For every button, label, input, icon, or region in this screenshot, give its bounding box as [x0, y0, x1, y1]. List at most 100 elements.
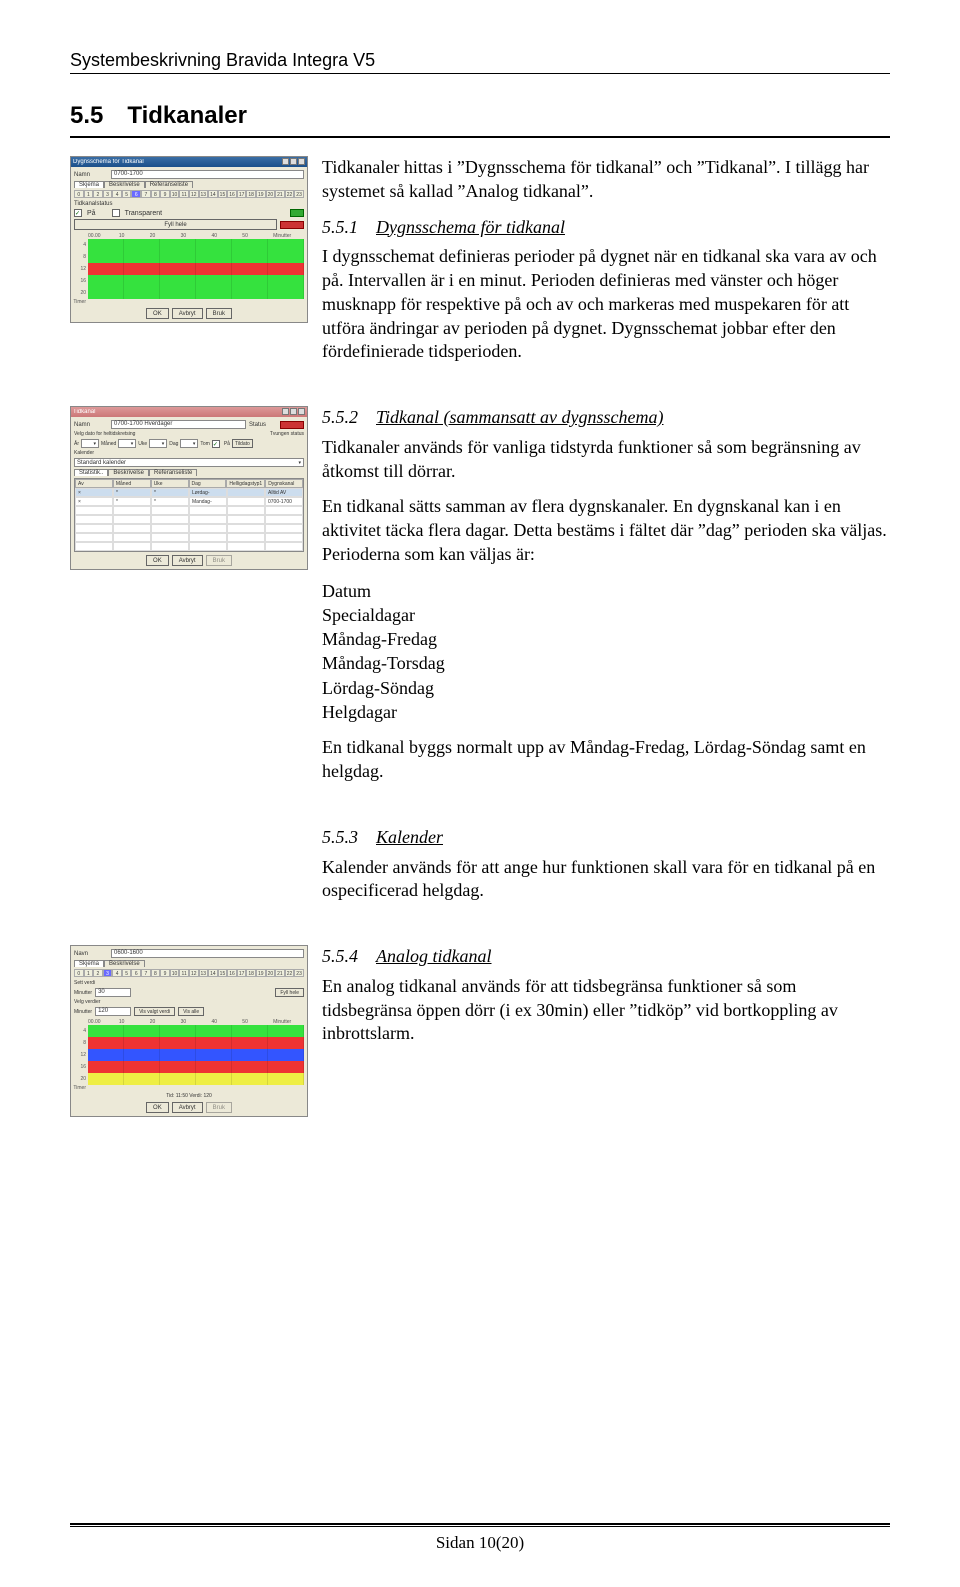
subheading-551-title: Dygnsschema för tidkanal	[376, 217, 565, 237]
uke-label: Uke	[138, 441, 147, 447]
hour-selector[interactable]: 01234567891011121314151617181920212223	[74, 190, 304, 198]
subheading-553-num: 5.5.3	[322, 827, 358, 847]
namn-label: Namn	[74, 422, 108, 428]
tidkanalstatus-label: Tidkanalstatus	[74, 201, 112, 207]
list-item: Måndag-Torsdag	[322, 651, 890, 675]
section-num: 5.5	[70, 102, 103, 129]
s552-p2: En tidkanal sätts samman av flera dygnsk…	[322, 495, 890, 566]
s552-list: DatumSpecialdagarMåndag-FredagMåndag-Tor…	[322, 579, 890, 725]
maned-dropdown[interactable]: ▾	[118, 439, 136, 448]
minutter1-field[interactable]: 30	[95, 988, 131, 997]
pa-checkbox[interactable]	[212, 440, 220, 448]
tom-label: Tom	[200, 441, 209, 447]
s554-p1: En analog tidkanal används för att tidsb…	[322, 975, 890, 1046]
dag-label: Dag	[169, 441, 178, 447]
list-item: Specialdagar	[322, 603, 890, 627]
bruk-button[interactable]: Bruk	[206, 308, 232, 319]
timer-label: Timer	[74, 299, 88, 305]
kalender-dropdown[interactable]: Standard kalender▾	[74, 458, 304, 467]
timer-label: Timer	[74, 1085, 88, 1091]
s551-p1: I dygnsschemat definieras perioder på dy…	[322, 245, 890, 364]
ok-button[interactable]: OK	[146, 308, 169, 319]
subheading-551-num: 5.5.1	[322, 217, 358, 237]
hour-selector[interactable]: 01234567891011121314151617181920212223	[74, 969, 304, 977]
status-indicator	[280, 421, 304, 429]
dag-dropdown[interactable]: ▾	[180, 439, 198, 448]
minutter2-field[interactable]: 120	[95, 1007, 131, 1016]
intro-paragraph: Tidkanaler hittas i ”Dygnsschema för tid…	[322, 156, 890, 204]
status-indicator-red	[280, 221, 304, 229]
tab-referanse[interactable]: Referanseliste	[145, 181, 193, 188]
screenshot-dygnsschema: Dygnsschema för Tidkanal Namn 0700-1700 …	[70, 156, 308, 323]
minutter2-label: Minutter	[74, 1009, 92, 1015]
s552-p1: Tidkanaler används för vanliga tidstyrda…	[322, 436, 890, 484]
avbryt-button[interactable]: Avbryt	[172, 555, 203, 566]
subheading-554: 5.5.4Analog tidkanal	[322, 945, 890, 969]
subheading-552-title: Tidkanal (sammansatt av dygnsschema)	[376, 407, 663, 427]
kalender-label: Kalender	[74, 450, 94, 456]
vis-valgt-button[interactable]: Vis valgt verdi	[134, 1007, 175, 1016]
window-title: Dygnsschema för Tidkanal	[73, 159, 281, 165]
subheading-553-title: Kalender	[376, 827, 443, 847]
pa-checkbox[interactable]	[74, 209, 82, 217]
section-name: Tidkanaler	[127, 102, 247, 129]
tab-beskrivelse[interactable]: Beskrivelse	[104, 960, 145, 967]
transparent-checkbox[interactable]	[112, 209, 120, 217]
tidkanal-table[interactable]: AvMånedUkeDagHelligdagstyp1Dygnskanal ID…	[74, 478, 304, 552]
namn-label: Namn	[74, 172, 108, 178]
tvungen-label: Tvungen status	[270, 431, 304, 437]
screenshot-analog-tidkanal: Navn 0600-1600 Skjema Beskrivelse 012345…	[70, 945, 308, 1117]
value-grid[interactable]: 00.001020304050Minutter 48121620 Timer	[74, 1019, 304, 1091]
tildato-button[interactable]: Tildato	[232, 439, 253, 448]
tab-skjema[interactable]: Skjema	[74, 181, 104, 188]
footer-rule	[70, 1523, 890, 1527]
list-item: Lördag-Söndag	[322, 676, 890, 700]
s553-p1: Kalender används för att ange hur funkti…	[322, 856, 890, 904]
subheading-552-num: 5.5.2	[322, 407, 358, 427]
window-titlebar: Tidkanal	[71, 407, 307, 417]
daygrid[interactable]: 00.001020304050Minutter 48121620 Timer	[74, 233, 304, 305]
subheading-553: 5.5.3 Kalender	[322, 826, 890, 850]
ok-button[interactable]: OK	[146, 1102, 169, 1113]
ok-button[interactable]: OK	[146, 555, 169, 566]
navn-label: Navn	[74, 951, 108, 957]
fyll-hele-button[interactable]: Fyll hele	[74, 219, 277, 230]
window-buttons	[281, 408, 305, 417]
tab-beskrivelse[interactable]: Beskrivelse	[108, 469, 149, 476]
subheading-552: 5.5.2 Tidkanal (sammansatt av dygnsschema…	[322, 406, 890, 430]
tab-skjema[interactable]: Skjema	[74, 960, 104, 967]
pa-label: På	[224, 441, 230, 447]
fyll-hele-button[interactable]: Fyll hele	[275, 988, 304, 997]
page-number: Sidan 10(20)	[70, 1533, 890, 1553]
screenshot-tidkanal: Tidkanal Namn 0700-1700 Hverdager Status…	[70, 406, 308, 570]
bruk-button-disabled: Bruk	[206, 555, 232, 566]
doc-header: Systembeskrivning Bravida Integra V5	[70, 50, 890, 74]
section-title: 5.5 Tidkanaler	[70, 102, 890, 130]
navn-field[interactable]: 0600-1600	[111, 949, 304, 958]
list-item: Måndag-Fredag	[322, 627, 890, 651]
avbryt-button[interactable]: Avbryt	[172, 1102, 203, 1113]
velg-verdier-label: Velg verdier	[74, 999, 100, 1005]
s552-p3: En tidkanal byggs normalt upp av Måndag-…	[322, 736, 890, 784]
avbryt-button[interactable]: Avbryt	[172, 308, 203, 319]
ar-dropdown[interactable]: ▾	[81, 439, 99, 448]
subheading-551: 5.5.1 Dygnsschema för tidkanal	[322, 216, 890, 240]
tab-statistik[interactable]: Statistik..	[74, 469, 108, 476]
subheading-554-title: Analog tidkanal	[376, 946, 492, 966]
tab-beskrivelse[interactable]: Beskrivelse	[104, 181, 145, 188]
tid-verdi-label: Tid: 11:50 Verdi: 120	[166, 1093, 212, 1099]
status-indicator-green	[290, 209, 304, 217]
vis-alle-button[interactable]: Vis alle	[178, 1007, 204, 1016]
minutter1-label: Minutter	[74, 990, 92, 996]
velg-dato-label: Velg dato for heltidskretsing	[74, 431, 135, 437]
uke-dropdown[interactable]: ▾	[149, 439, 167, 448]
namn-field[interactable]: 0700-1700 Hverdager	[111, 420, 246, 429]
window-title: Tidkanal	[73, 409, 281, 415]
title-rule	[70, 136, 890, 138]
pa-label: På	[87, 210, 96, 217]
ar-label: År	[74, 441, 79, 447]
sett-verdi-label: Sett verdi	[74, 980, 95, 986]
tab-referanse[interactable]: Referanseliste	[149, 469, 197, 476]
window-buttons	[281, 158, 305, 167]
namn-field[interactable]: 0700-1700	[111, 170, 304, 179]
